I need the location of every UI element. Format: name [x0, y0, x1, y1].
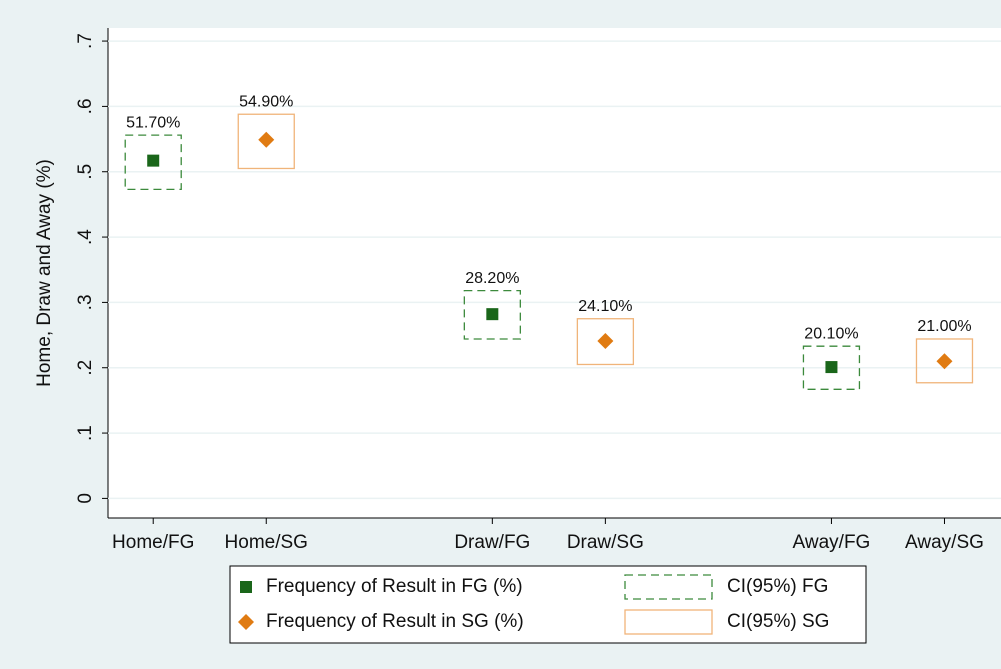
y-tick-label: .3 [75, 294, 96, 310]
y-tick-label: .1 [75, 425, 96, 441]
value-label: 54.90% [239, 93, 293, 110]
legend-marker [238, 614, 254, 630]
ci-box [576, 318, 635, 366]
legend-marker [240, 581, 252, 593]
y-tick-label: .2 [75, 360, 96, 376]
legend-label: CI(95%) SG [727, 611, 829, 632]
y-tick-label: 0 [75, 493, 96, 504]
point [936, 353, 953, 370]
y-axis-label: Home, Draw and Away (%) [34, 159, 55, 387]
legend [229, 565, 867, 644]
legend-label: CI(95%) FG [727, 576, 828, 597]
ci-box [802, 345, 861, 390]
point [258, 131, 275, 148]
x-tick-label: Away/FG [793, 532, 871, 553]
x-tick-label: Home/SG [225, 532, 308, 553]
ci-box [237, 113, 295, 170]
value-label: 20.10% [804, 325, 858, 342]
ci-box [915, 338, 974, 384]
value-label: 24.10% [578, 298, 632, 315]
y-tick-label: .6 [75, 98, 96, 114]
point [147, 154, 160, 167]
y-tick-label: .4 [75, 229, 96, 245]
ci-box [124, 134, 182, 191]
y-tick-label: .5 [75, 164, 96, 180]
x-tick-label: Away/SG [905, 532, 984, 553]
value-label: 28.20% [465, 270, 519, 287]
legend-swatch [624, 574, 713, 600]
point [825, 361, 838, 374]
plot-area [108, 28, 1001, 518]
legend-swatch [624, 609, 713, 635]
value-label: 21.00% [917, 318, 971, 335]
legend-label: Frequency of Result in FG (%) [266, 576, 523, 597]
value-label: 51.70% [126, 114, 180, 131]
point [486, 308, 499, 321]
x-tick-label: Draw/FG [454, 532, 530, 553]
legend-label: Frequency of Result in SG (%) [266, 611, 524, 632]
ci-box [463, 289, 521, 340]
x-tick-label: Draw/SG [567, 532, 644, 553]
x-tick-label: Home/FG [112, 532, 194, 553]
y-tick-label: .7 [75, 33, 96, 49]
point [597, 332, 614, 349]
